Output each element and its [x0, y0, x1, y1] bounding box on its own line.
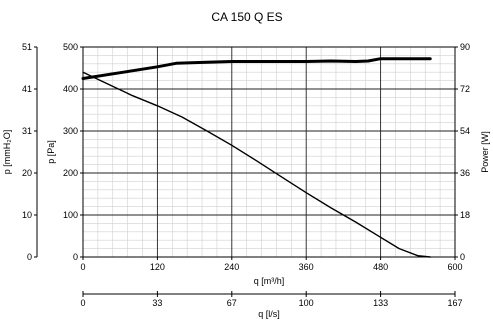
y-left2-axis-label: p [mmH₂O]	[2, 130, 12, 175]
y-tick-label: 400	[63, 84, 78, 94]
x-tick-label: 120	[150, 262, 165, 272]
x2-axis-label: q [l/s]	[258, 309, 280, 319]
y-left2-tick-label: 0	[27, 252, 32, 262]
x-tick-label: 240	[224, 262, 239, 272]
x2-tick-label: 167	[447, 298, 462, 308]
y-right-tick-label: 90	[460, 42, 470, 52]
y-right-axis-label: Power [W]	[480, 131, 490, 173]
y-tick-label: 100	[63, 210, 78, 220]
y-left2-tick-label: 51	[22, 42, 32, 52]
y-right-tick-label: 0	[460, 252, 465, 262]
x-tick-label: 600	[447, 262, 462, 272]
x-tick-label: 360	[299, 262, 314, 272]
y-tick-label: 0	[73, 252, 78, 262]
y-right-tick-label: 54	[460, 126, 470, 136]
y-left2-tick-label: 31	[22, 126, 32, 136]
x2-tick-label: 133	[373, 298, 388, 308]
y-tick-label: 300	[63, 126, 78, 136]
x2-tick-label: 0	[80, 298, 85, 308]
minor-grid	[83, 47, 455, 257]
y-right-tick-label: 72	[460, 84, 470, 94]
x-tick-label: 0	[80, 262, 85, 272]
series-layer	[81, 57, 432, 258]
y-left2-tick-label: 41	[22, 84, 32, 94]
y-tick-label: 500	[63, 42, 78, 52]
tick-labels: 0 120 240 360 480 600010020030040050001836547…	[22, 42, 470, 308]
y-right-tick-label: 18	[460, 210, 470, 220]
x-tick-label: 480	[373, 262, 388, 272]
major-grid	[82, 46, 456, 258]
chart-title: CA 150 Q ES	[211, 10, 282, 24]
series-line-2	[81, 57, 432, 80]
x2-tick-label: 100	[299, 298, 314, 308]
x-axis-label: q [m³/h]	[254, 276, 285, 286]
y-tick-label: 200	[63, 168, 78, 178]
plot-frame	[82, 46, 456, 258]
y-left2-tick-label: 20	[22, 168, 32, 178]
series-line-1	[82, 71, 431, 258]
x2-tick-label: 33	[152, 298, 162, 308]
y-axis-label: p [Pa]	[46, 140, 56, 164]
y-right-tick-label: 36	[460, 168, 470, 178]
y-left2-tick-label: 10	[22, 210, 32, 220]
x2-tick-label: 67	[227, 298, 237, 308]
